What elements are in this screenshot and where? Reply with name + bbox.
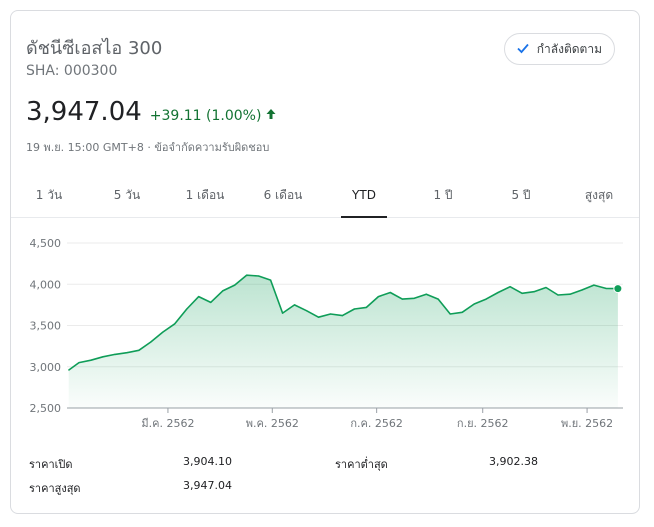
data-point xyxy=(269,279,272,281)
series-area xyxy=(68,275,618,408)
data-point xyxy=(401,298,403,300)
data-point xyxy=(174,323,176,325)
y-tick-label: 4,500 xyxy=(30,237,62,250)
tab-max[interactable]: สูงสุด xyxy=(584,187,614,202)
data-point xyxy=(246,274,248,276)
range-tabs: 1 วัน 5 วัน 1 เดือน 6 เดือน YTD 1 ปี 5 ป… xyxy=(11,173,639,218)
data-point xyxy=(258,275,260,277)
index-title: ดัชนีซีเอสไอ 300 xyxy=(26,38,163,59)
tab-1-month[interactable]: 1 เดือน xyxy=(185,187,225,202)
high-value: 3,947.04 xyxy=(183,479,232,492)
data-point xyxy=(533,291,535,293)
data-point xyxy=(150,341,152,343)
x-tick-label: มี.ค. 2562 xyxy=(141,417,194,430)
data-point xyxy=(521,292,523,294)
x-tick-label: ก.ค. 2562 xyxy=(350,417,403,430)
data-point xyxy=(389,291,391,294)
data-point xyxy=(138,349,140,351)
tab-5-years[interactable]: 5 ปี xyxy=(511,187,531,202)
data-point xyxy=(329,313,332,315)
follow-button[interactable]: กำลังติดตาม xyxy=(503,33,615,65)
data-point xyxy=(461,311,463,313)
low-value: 3,902.38 xyxy=(489,455,538,468)
high-label: ราคาสูงสุด xyxy=(29,482,81,495)
data-point xyxy=(317,316,320,318)
data-point xyxy=(114,353,116,355)
last-point-marker xyxy=(613,284,623,294)
x-tick-label: พ.ค. 2562 xyxy=(246,417,299,430)
data-point xyxy=(210,301,212,303)
data-point xyxy=(186,308,188,310)
tab-1-day[interactable]: 1 วัน xyxy=(35,187,63,202)
price-chart[interactable]: 4,500 4,000 3,500 3,000 2,500 มี.ค. 2562 พ.ค. … xyxy=(11,231,639,446)
ticker-symbol: SHA: 000300 xyxy=(26,63,118,79)
data-point xyxy=(413,297,415,299)
data-point xyxy=(437,298,439,300)
data-point xyxy=(605,287,607,289)
data-point xyxy=(569,293,571,295)
x-tick-label: พ.ย. 2562 xyxy=(561,417,613,430)
data-point xyxy=(90,359,92,361)
quote-meta: 19 พ.ย. 15:00 GMT+8 · ข้อจำกัดความรับผิด… xyxy=(26,141,270,154)
data-point xyxy=(449,313,451,315)
data-point xyxy=(293,304,296,306)
stock-card: ดัชนีซีเอสไอ 300 SHA: 000300 กำลังติดตาม… xyxy=(10,10,640,514)
data-point xyxy=(162,331,164,333)
data-point xyxy=(473,303,475,305)
tab-6-months[interactable]: 6 เดือน xyxy=(263,187,303,202)
data-point xyxy=(593,284,595,286)
y-tick-label: 2,500 xyxy=(30,402,62,415)
low-label: ราคาต่ำสุด xyxy=(335,458,388,471)
open-label: ราคาเปิด xyxy=(29,458,73,471)
open-value: 3,904.10 xyxy=(183,455,232,468)
tab-1-year[interactable]: 1 ปี xyxy=(433,187,453,202)
y-tick-label: 4,000 xyxy=(30,278,62,291)
data-point xyxy=(68,369,70,371)
data-point xyxy=(581,289,583,291)
current-price: 3,947.04 xyxy=(26,97,142,127)
price-change-value: +39.11 (1.00%) xyxy=(149,108,262,124)
data-point xyxy=(341,315,344,317)
data-point xyxy=(281,312,284,314)
data-point xyxy=(222,290,224,292)
y-tick-label: 3,000 xyxy=(30,361,62,374)
check-icon xyxy=(515,40,531,59)
data-point xyxy=(126,352,128,354)
price-change: +39.11 (1.00%) xyxy=(150,108,278,124)
data-point xyxy=(545,286,547,289)
data-point xyxy=(305,310,308,312)
data-point xyxy=(377,296,379,298)
y-tick-label: 3,500 xyxy=(30,320,62,333)
data-point xyxy=(557,294,559,296)
arrow-up-icon xyxy=(265,108,277,124)
data-point xyxy=(509,286,511,288)
data-point xyxy=(353,308,356,310)
data-point xyxy=(102,356,104,358)
data-point xyxy=(365,306,367,308)
data-point xyxy=(497,291,499,294)
x-tick-label: ก.ย. 2562 xyxy=(457,417,509,430)
price-row: 3,947.04 +39.11 (1.00%) xyxy=(26,97,277,127)
tab-5-days[interactable]: 5 วัน xyxy=(113,187,141,202)
data-point xyxy=(485,298,487,300)
data-point xyxy=(78,362,80,364)
data-point xyxy=(425,293,427,295)
data-point xyxy=(234,284,236,286)
follow-label: กำลังติดตาม xyxy=(536,41,602,56)
data-point xyxy=(198,296,200,298)
tab-ytd[interactable]: YTD xyxy=(341,173,387,218)
